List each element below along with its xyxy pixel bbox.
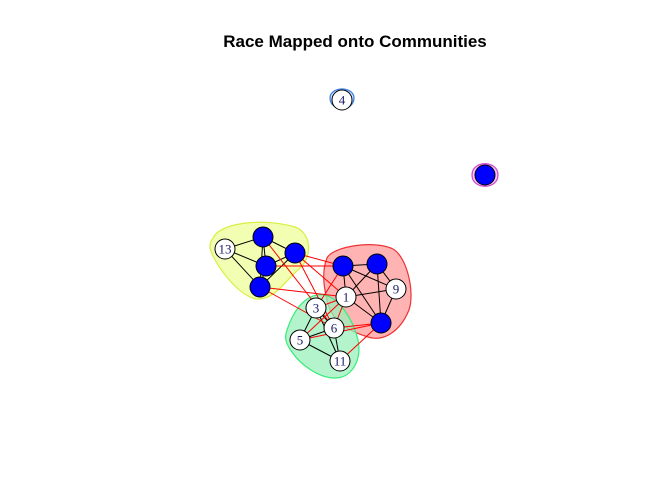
node-circle <box>249 276 271 298</box>
node-circle <box>335 286 357 308</box>
node-n1: 1 <box>335 286 357 308</box>
node-circle <box>323 317 345 339</box>
node-circle <box>329 350 351 372</box>
node-circle <box>255 255 277 277</box>
node-n6: 6 <box>323 317 345 339</box>
node-n11: 11 <box>329 350 351 372</box>
node-n9: 9 <box>385 278 407 300</box>
node-circle <box>252 226 274 248</box>
nodes: 4 13 1 9 36 5 11 <box>214 89 496 372</box>
node-label: 9 <box>393 282 400 297</box>
node-label: 6 <box>331 321 338 336</box>
node-n18 <box>249 276 271 298</box>
node-label: 1 <box>343 290 350 305</box>
edge-between-n18-n6 <box>259 286 335 329</box>
node-label: 11 <box>334 354 347 369</box>
node-label: 13 <box>219 242 232 257</box>
node-label: 3 <box>313 301 320 316</box>
node-n16 <box>284 242 306 264</box>
node-n21 <box>370 312 392 334</box>
edge-between-n16-n6 <box>294 252 335 329</box>
node-n4: 4 <box>331 89 353 111</box>
node-circle <box>214 238 236 260</box>
node-circle <box>366 253 388 275</box>
node-n14 <box>252 226 274 248</box>
node-circle <box>332 255 354 277</box>
node-n15 <box>255 255 277 277</box>
node-n3: 3 <box>305 297 327 319</box>
chart-title: Race Mapped onto Communities <box>223 32 487 51</box>
node-n19 <box>332 255 354 277</box>
node-circle <box>474 164 496 186</box>
node-circle <box>289 329 311 351</box>
node-circle <box>331 89 353 111</box>
node-circle <box>385 278 407 300</box>
node-n5: 5 <box>289 329 311 351</box>
node-n17 <box>474 164 496 186</box>
node-circle <box>305 297 327 319</box>
node-n20 <box>366 253 388 275</box>
node-circle <box>284 242 306 264</box>
node-label: 5 <box>297 333 304 348</box>
edge-between-n18-n1 <box>259 286 347 298</box>
node-n13: 13 <box>214 238 236 260</box>
edge-between-n16-n1 <box>294 252 347 298</box>
node-circle <box>370 312 392 334</box>
node-label: 4 <box>339 93 346 108</box>
